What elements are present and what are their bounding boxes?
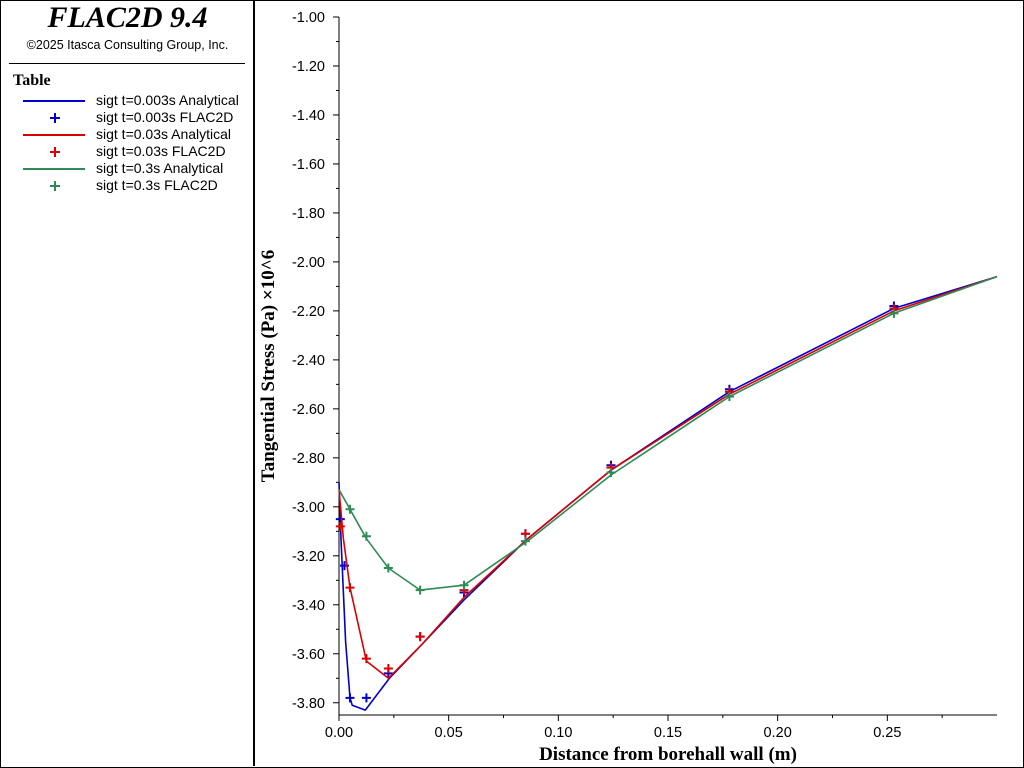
legend-item: sigt t=0.03s Analytical — [20, 126, 260, 143]
y-tick-label: -3.20 — [292, 549, 325, 565]
series-marker-group — [335, 301, 899, 703]
y-tick-label: -3.40 — [292, 598, 325, 614]
y-tick-label: -3.60 — [292, 647, 325, 663]
copyright-text: ©2025 Itasca Consulting Group, Inc. — [26, 38, 229, 52]
series-marker-group — [335, 303, 899, 673]
legend-item: sigt t=0.3s Analytical — [20, 160, 260, 177]
x-tick-label: 0.05 — [435, 725, 463, 741]
y-tick-label: -3.00 — [292, 500, 325, 516]
data-point-marker — [345, 693, 355, 703]
legend-label: sigt t=0.003s Analytical — [96, 92, 239, 108]
y-tick-label: -2.20 — [292, 304, 325, 320]
y-tick-label: -3.80 — [292, 696, 325, 712]
y-tick-label: -2.40 — [292, 353, 325, 369]
legend-label: sigt t=0.3s Analytical — [96, 160, 224, 176]
data-point-marker — [361, 693, 371, 703]
data-point-marker — [361, 654, 371, 664]
x-tick-label: 0.20 — [764, 725, 792, 741]
data-point-marker — [520, 536, 530, 546]
data-point-marker — [345, 504, 355, 514]
legend-label: sigt t=0.3s FLAC2D — [96, 177, 218, 193]
legend-marker-swatch — [50, 147, 60, 157]
data-point-marker — [383, 563, 393, 573]
legend-label: sigt t=0.03s FLAC2D — [96, 143, 226, 159]
legend-label: sigt t=0.003s FLAC2D — [96, 109, 234, 125]
data-point-marker — [383, 663, 393, 673]
legend-label: sigt t=0.03s Analytical — [96, 126, 232, 142]
legend-item: sigt t=0.003s Analytical — [20, 92, 260, 109]
data-point-marker — [361, 531, 371, 541]
title-divider — [9, 63, 245, 64]
series-marker-group — [345, 308, 899, 595]
x-tick-label: 0.25 — [873, 725, 901, 741]
y-tick-label: -2.00 — [292, 255, 325, 271]
data-point-marker — [459, 580, 469, 590]
data-point-marker — [335, 521, 345, 531]
legend-item: sigt t=0.03s FLAC2D — [20, 143, 260, 160]
x-tick-label: 0.00 — [325, 725, 353, 741]
y-tick-label: -2.60 — [292, 402, 325, 418]
data-point-marker — [889, 308, 899, 318]
y-tick-label: -1.20 — [292, 59, 325, 75]
series-line-group — [338, 275, 998, 680]
data-point-marker — [724, 392, 734, 402]
series-line-group — [338, 275, 998, 711]
y-axis-label: Tangential Stress (Pa) ×10^6 — [258, 250, 279, 482]
data-point-marker — [606, 468, 616, 478]
app-title: FLAC2D 9.4 — [47, 1, 208, 34]
legend-marker-swatch — [50, 113, 60, 123]
series-line — [338, 275, 998, 680]
legend-title: Table — [13, 72, 51, 89]
legend-marker-swatch — [50, 181, 60, 191]
legend-item: sigt t=0.3s FLAC2D — [20, 177, 260, 194]
y-tick-label: -2.80 — [292, 451, 325, 467]
y-tick-label: -1.80 — [292, 206, 325, 222]
y-tick-label: -1.00 — [292, 10, 325, 26]
x-tick-label: 0.15 — [654, 725, 682, 741]
legend-line-swatch — [23, 168, 85, 170]
data-point-marker — [415, 632, 425, 642]
legend-line-swatch — [23, 100, 85, 102]
x-axis-label: Distance from borehall wall (m) — [539, 744, 797, 765]
legend-item: sigt t=0.003s FLAC2D — [20, 109, 260, 126]
y-tick-label: -1.60 — [292, 157, 325, 173]
data-point-marker — [415, 585, 425, 595]
data-point-marker — [345, 583, 355, 593]
legend-line-swatch — [23, 134, 85, 136]
x-tick-label: 0.10 — [544, 725, 572, 741]
y-tick-label: -1.40 — [292, 108, 325, 124]
series-line — [338, 275, 998, 711]
legend-panel: FLAC2D 9.4 ©2025 Itasca Consulting Group… — [0, 0, 255, 766]
